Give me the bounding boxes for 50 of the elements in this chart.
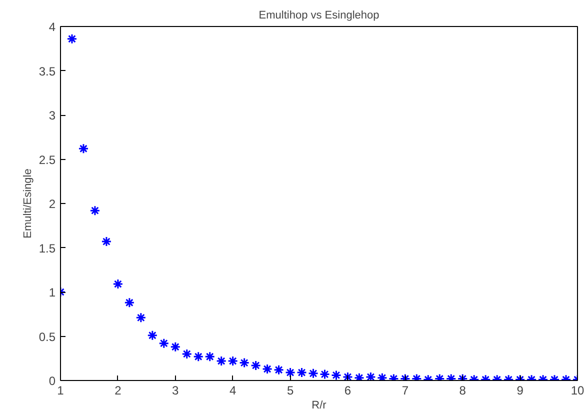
y-tick-label: 3 — [48, 108, 56, 122]
point — [66, 34, 78, 44]
point — [182, 348, 192, 360]
y-tick-label: 2 — [48, 197, 56, 211]
x-tick-label: 2 — [114, 384, 122, 398]
point — [239, 358, 250, 368]
point — [193, 351, 204, 362]
y-tick-label: 1.5 — [38, 241, 56, 256]
point — [78, 143, 89, 154]
point — [376, 372, 388, 380]
point — [308, 368, 319, 379]
point — [285, 367, 296, 378]
point — [170, 342, 181, 352]
y-tick-label: 0 — [48, 374, 56, 388]
x-tick-label: 10 — [570, 384, 584, 398]
point — [330, 370, 342, 380]
point — [342, 372, 353, 380]
point — [216, 356, 227, 366]
point — [112, 278, 124, 290]
y-tick-label: 2.5 — [38, 152, 56, 167]
x-tick-label: 4 — [229, 384, 236, 398]
x-tick-label: 3 — [172, 384, 180, 398]
point — [296, 367, 308, 378]
point — [90, 205, 100, 216]
x-tick-label: 9 — [516, 384, 524, 398]
point — [158, 338, 170, 349]
point — [101, 236, 112, 247]
y-tick-label: 4 — [48, 20, 56, 34]
x-tick-label: 1 — [57, 384, 64, 398]
point — [250, 360, 262, 371]
y-tick-label: 3.5 — [38, 64, 56, 78]
y-tick-label: 0.5 — [38, 330, 56, 344]
point — [262, 364, 273, 374]
x-axis-title: R/r — [312, 400, 327, 412]
x-tick-label: 8 — [459, 384, 466, 398]
x-tick-label: 7 — [402, 384, 409, 398]
point — [147, 330, 158, 341]
point — [136, 312, 146, 323]
y-axis-title: Emulti/Esingle — [22, 168, 34, 238]
y-tick-label: 1 — [48, 286, 56, 300]
point — [204, 351, 216, 362]
x-tick-label: 6 — [344, 384, 352, 398]
point — [274, 364, 284, 376]
point — [365, 372, 376, 380]
chart-title: Emultihop vs Esinglehop — [258, 10, 380, 22]
point — [124, 297, 135, 308]
point — [228, 356, 238, 366]
x-tick-label: 5 — [286, 384, 294, 398]
point — [319, 369, 330, 380]
point — [354, 372, 364, 380]
